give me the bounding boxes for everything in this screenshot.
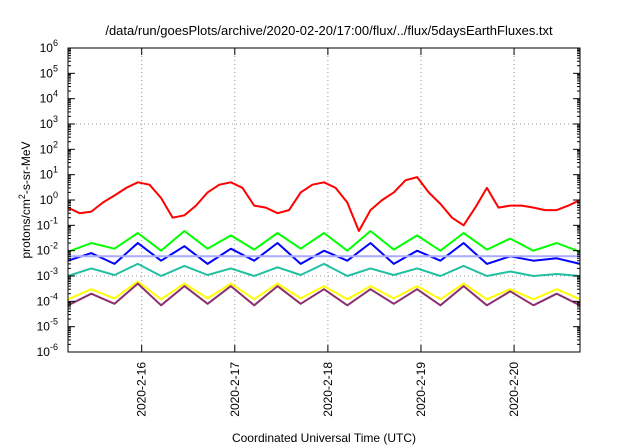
y-tick-label: 101 — [40, 165, 58, 182]
y-axis-label-unit: protons/cm — [19, 199, 33, 258]
series-line-6 — [67, 280, 581, 301]
y-axis-label: protons/cm2-s-sr-MeV — [17, 141, 33, 258]
y-tick-label: 10-5 — [37, 317, 58, 334]
y-axis-ticks: 10-6 10-5 10-4 10-3 10-2 10-1 100 101 102 103 104 1… — [37, 38, 580, 359]
x-axis-label: Coordinated Universal Time (UTC) — [232, 431, 416, 445]
x-tick-label: 2020-2-18 — [321, 362, 335, 417]
y-tick-label: 103 — [40, 114, 58, 131]
series-layer — [67, 176, 581, 307]
x-axis-ticks: 2020-2-16 2020-2-17 2020-2-18 2020-2-19 2020… — [135, 48, 521, 417]
y-tick-label: 105 — [40, 63, 58, 80]
grid-lines — [68, 48, 580, 352]
series-line-1 — [67, 176, 581, 232]
series-line-5 — [67, 262, 581, 277]
y-tick-label: 10-3 — [37, 266, 58, 283]
y-axis-label-rest: -s-sr-MeV — [19, 141, 33, 194]
chart-title: /data/run/goesPlots/archive/2020-02-20/1… — [105, 23, 553, 38]
x-tick-label: 2020-2-17 — [228, 362, 242, 417]
y-tick-label: 106 — [40, 38, 58, 55]
series-line-2 — [67, 230, 581, 253]
y-tick-label: 102 — [40, 139, 58, 156]
y-tick-label: 104 — [40, 89, 58, 106]
series-line-3 — [67, 242, 581, 265]
y-tick-label: 100 — [40, 190, 58, 207]
x-tick-label: 2020-2-20 — [507, 362, 521, 417]
series-line-7 — [67, 282, 581, 307]
y-axis-label-exponent: 2 — [17, 194, 27, 199]
x-tick-label: 2020-2-19 — [414, 362, 428, 417]
y-tick-label: 10-2 — [37, 241, 58, 258]
y-tick-label: 10-4 — [37, 291, 58, 308]
x-tick-label: 2020-2-16 — [135, 362, 149, 417]
y-tick-label: 10-6 — [37, 342, 58, 359]
y-tick-label: 10-1 — [37, 215, 58, 232]
